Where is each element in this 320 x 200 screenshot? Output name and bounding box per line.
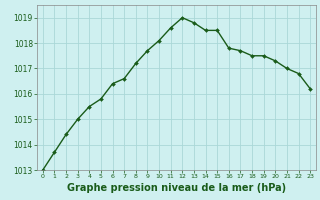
X-axis label: Graphe pression niveau de la mer (hPa): Graphe pression niveau de la mer (hPa) (67, 183, 286, 193)
